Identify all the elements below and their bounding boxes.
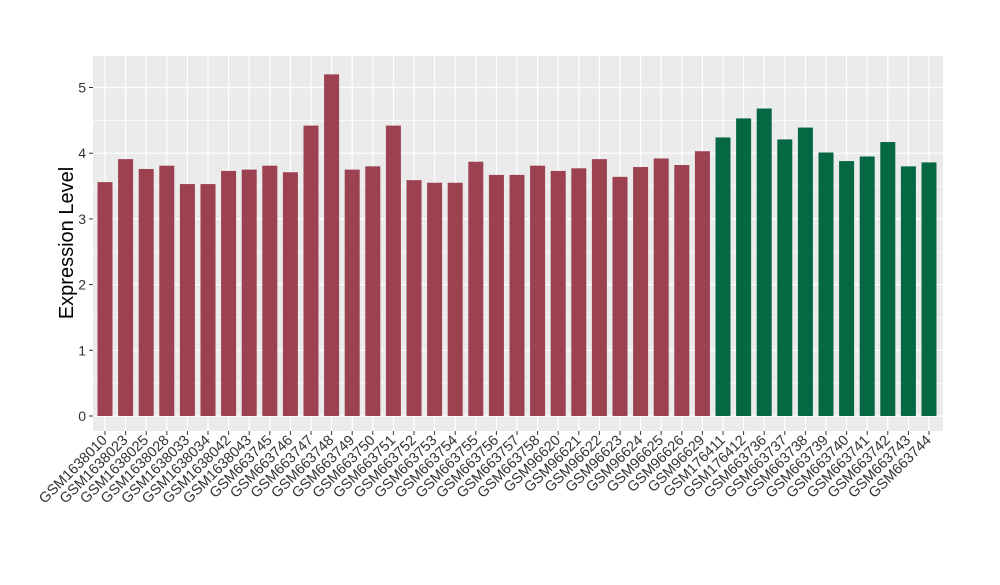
bar-GSM1638010 (97, 182, 113, 416)
bar-GSM663742 (880, 142, 896, 416)
bar-GSM663743 (900, 166, 916, 416)
bar-GSM96620 (550, 170, 566, 416)
bar-GSM96621 (571, 168, 587, 416)
y-axis: 0 1 2 3 4 5 (78, 80, 93, 424)
y-tick-label: 5 (78, 80, 86, 96)
bar-GSM1638034 (200, 184, 216, 416)
bar-GSM663746 (282, 172, 298, 416)
bar-GSM663755 (468, 161, 484, 416)
y-tick-label: 3 (78, 211, 86, 227)
bar-GSM1638028 (159, 165, 175, 416)
bar-GSM1638023 (118, 159, 134, 416)
y-tick-label: 1 (78, 342, 86, 358)
bar-GSM663751 (385, 125, 401, 416)
bar-GSM663750 (365, 166, 381, 416)
bar-GSM96623 (612, 176, 628, 416)
bar-GSM96622 (591, 159, 607, 416)
bar-GSM1638042 (221, 170, 237, 416)
bar-GSM1638043 (241, 169, 257, 416)
bar-GSM663752 (406, 180, 422, 416)
bar-GSM663748 (324, 74, 340, 417)
bar-GSM663737 (777, 139, 793, 416)
x-axis: GSM1638010GSM1638023GSM1638025GSM1638028… (36, 431, 935, 507)
bar-GSM663741 (859, 156, 875, 417)
bar-GSM96624 (633, 166, 649, 416)
bar-GSM96625 (653, 158, 669, 416)
y-tick-label: 4 (78, 145, 86, 161)
bar-GSM1638033 (179, 184, 195, 416)
bars (97, 74, 937, 417)
bar-GSM663739 (818, 152, 834, 416)
bar-GSM663757 (509, 174, 525, 416)
bar-GSM663749 (344, 169, 360, 416)
bar-GSM663740 (839, 161, 855, 416)
bar-GSM663747 (303, 125, 319, 416)
y-tick-label: 2 (78, 277, 86, 293)
bar-GSM663736 (756, 108, 772, 417)
bar-GSM663754 (447, 182, 463, 416)
bar-GSM96626 (674, 165, 690, 416)
bar-GSM96629 (694, 151, 710, 416)
bar-GSM663745 (262, 165, 278, 416)
bar-GSM663756 (488, 174, 504, 416)
bar-GSM663753 (427, 182, 443, 416)
bar-GSM663738 (797, 127, 813, 417)
bar-GSM1638025 (138, 168, 154, 416)
bar-GSM176412 (736, 118, 752, 416)
bar-GSM663758 (530, 165, 546, 416)
bar-GSM176411 (715, 137, 731, 416)
bar-GSM663744 (921, 162, 937, 416)
y-tick-label: 0 (78, 408, 86, 424)
y-axis-label: Expression Level (56, 167, 78, 319)
